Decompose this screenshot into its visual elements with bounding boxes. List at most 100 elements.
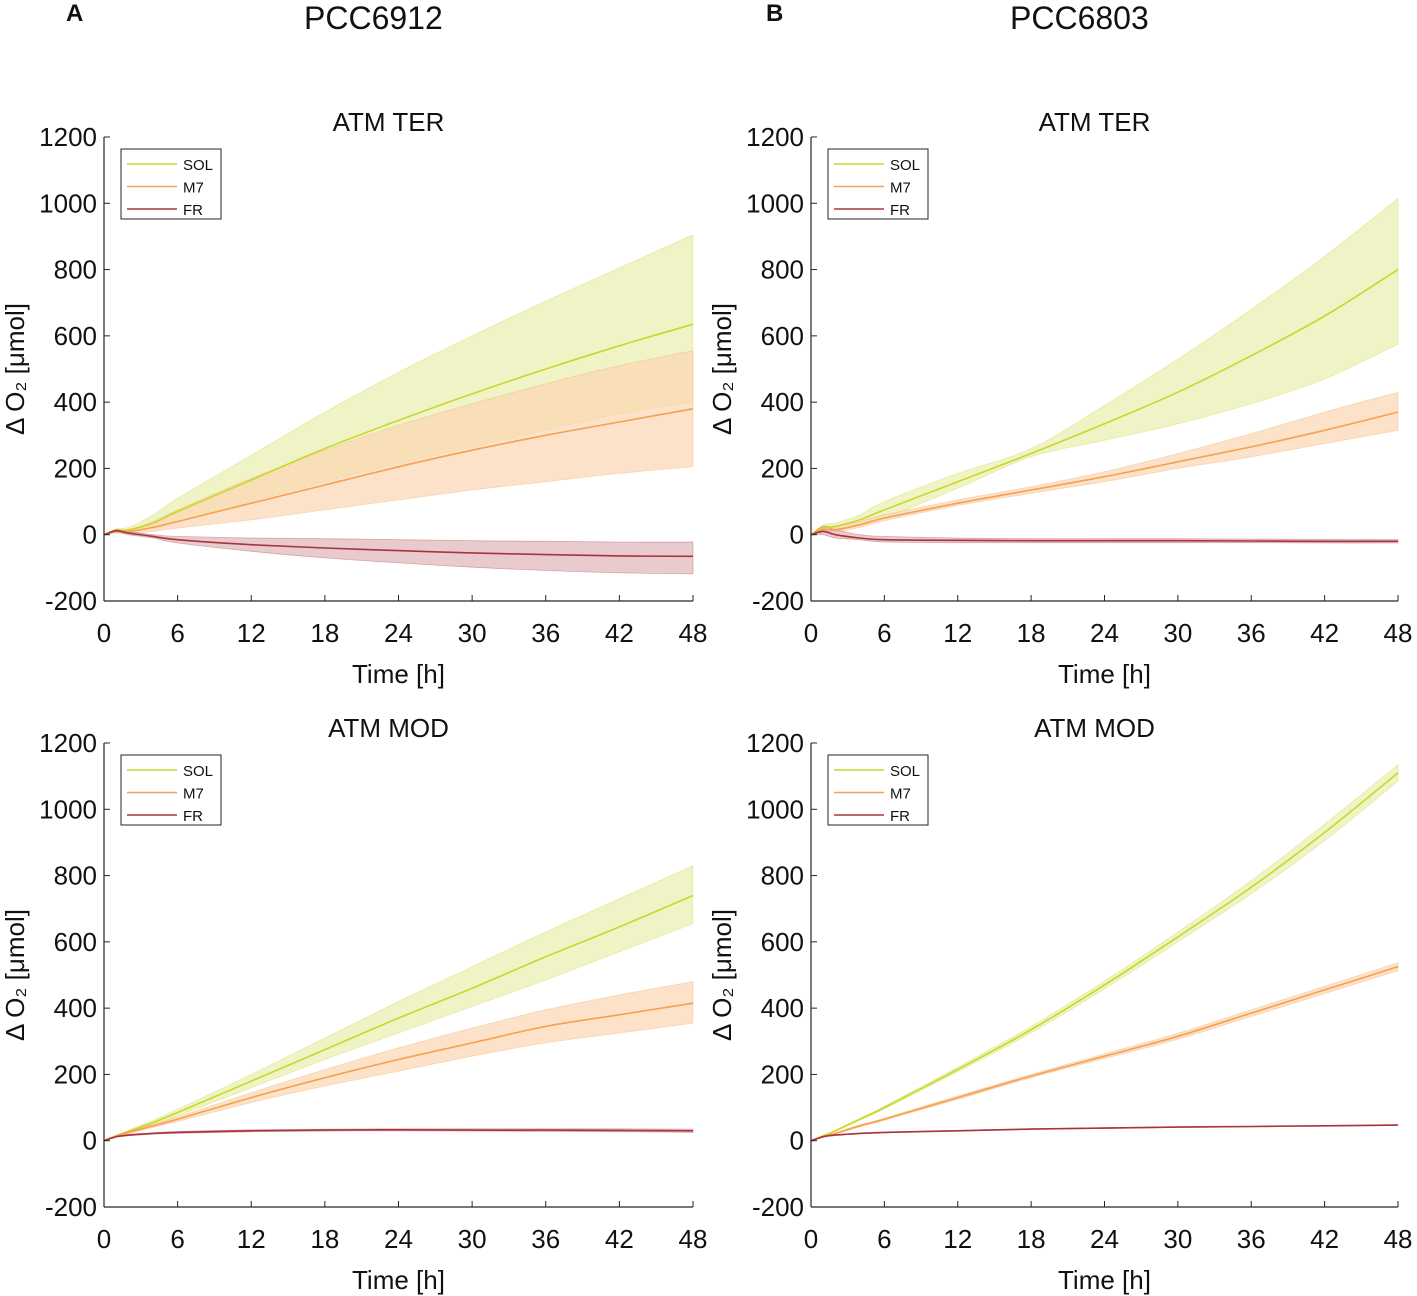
legend-label-sol: SOL xyxy=(890,763,920,780)
x-tick-label: 36 xyxy=(1237,1224,1266,1254)
series-line-m7 xyxy=(103,1002,694,1142)
y-axis-label: Δ O₂ [μmol] xyxy=(707,303,737,435)
x-tick-label: 12 xyxy=(237,618,266,648)
x-tick-label: 36 xyxy=(531,1224,560,1254)
band-m7 xyxy=(103,981,694,1142)
chart-panel-3: 0 6 12 18 24 30 36 42 48-20002004006008001000120… xyxy=(0,713,707,1295)
x-tick-label: 0 xyxy=(97,618,111,648)
legend-label-m7: M7 xyxy=(183,180,204,197)
y-tick-label: 1200 xyxy=(746,122,804,152)
y-tick-label: 200 xyxy=(761,453,804,483)
y-tick-label: 600 xyxy=(54,321,97,351)
legend-label-sol: SOL xyxy=(183,157,213,174)
series-line-m7 xyxy=(810,965,1399,1142)
legend-label-sol: SOL xyxy=(183,763,213,780)
y-tick-label: 1000 xyxy=(746,188,804,218)
x-tick-label: 24 xyxy=(1090,618,1119,648)
y-tick-label: -200 xyxy=(45,1192,97,1222)
x-tick-label: 42 xyxy=(1310,1224,1339,1254)
y-tick-label: 800 xyxy=(761,861,804,891)
legend-label-sol: SOL xyxy=(890,157,920,174)
y-tick-label: 0 xyxy=(83,520,97,550)
legend-label-fr: FR xyxy=(890,202,910,219)
y-tick-label: 1000 xyxy=(746,794,804,824)
x-tick-label: 18 xyxy=(310,1224,339,1254)
y-tick-label: 0 xyxy=(83,1126,97,1156)
x-axis-label: Time [h] xyxy=(352,659,445,689)
x-tick-label: 12 xyxy=(943,1224,972,1254)
y-axis-label: Δ O₂ [μmol] xyxy=(707,909,737,1041)
legend-label-m7: M7 xyxy=(890,180,911,197)
y-tick-label: 400 xyxy=(761,993,804,1023)
chart-title: ATM TER xyxy=(1039,107,1151,137)
chart-panel-2: 0 6 12 18 24 30 36 42 48-20002004006008001000120… xyxy=(707,107,1412,689)
x-axis-label: Time [h] xyxy=(1058,1265,1151,1295)
column-title-pcc6803: PCC6803 xyxy=(1010,0,1149,36)
legend-label-fr: FR xyxy=(890,808,910,825)
series-line-m7 xyxy=(810,411,1399,536)
series-line-fr xyxy=(810,530,1399,543)
x-tick-label: 48 xyxy=(679,618,708,648)
y-tick-label: 400 xyxy=(761,387,804,417)
y-tick-label: 600 xyxy=(761,321,804,351)
y-axis-label: Δ O₂ [μmol] xyxy=(0,303,30,435)
series-line-sol xyxy=(810,268,1399,536)
y-tick-label: 600 xyxy=(761,927,804,957)
y-tick-label: 1200 xyxy=(746,728,804,758)
x-tick-label: 6 xyxy=(170,618,184,648)
y-tick-label: 600 xyxy=(54,927,97,957)
y-tick-label: 200 xyxy=(54,453,97,483)
panel-label-a: A xyxy=(66,0,84,27)
x-tick-label: 30 xyxy=(1163,618,1192,648)
chart-panel-1: 0 6 12 18 24 30 36 42 48-20002004006008001000120… xyxy=(0,107,707,689)
y-tick-label: 800 xyxy=(54,255,97,285)
y-tick-label: 200 xyxy=(54,1059,97,1089)
y-tick-label: -200 xyxy=(752,586,804,616)
legend-box xyxy=(120,148,222,220)
legend-box xyxy=(827,148,929,220)
y-tick-label: 1000 xyxy=(39,794,97,824)
x-tick-label: 30 xyxy=(458,618,487,648)
x-tick-label: 0 xyxy=(804,618,818,648)
y-tick-label: -200 xyxy=(45,586,97,616)
x-tick-label: 6 xyxy=(877,1224,891,1254)
y-tick-label: 0 xyxy=(790,1126,804,1156)
x-tick-label: 36 xyxy=(1237,618,1266,648)
panel-label-b: B xyxy=(766,0,784,27)
series-line-fr xyxy=(103,1128,694,1142)
series-line-m7 xyxy=(103,408,694,536)
y-tick-label: 1200 xyxy=(39,728,97,758)
chart-panel-4: 0 6 12 18 24 30 36 42 48-20002004006008001000120… xyxy=(707,713,1412,1295)
band-m7 xyxy=(810,391,1399,536)
x-tick-label: 42 xyxy=(605,1224,634,1254)
x-tick-label: 36 xyxy=(531,618,560,648)
x-tick-label: 48 xyxy=(1384,1224,1413,1254)
x-tick-label: 18 xyxy=(1017,618,1046,648)
y-tick-label: 800 xyxy=(54,861,97,891)
y-tick-label: 800 xyxy=(761,255,804,285)
x-tick-label: 30 xyxy=(458,1224,487,1254)
legend-label-m7: M7 xyxy=(183,786,204,803)
x-tick-label: 0 xyxy=(804,1224,818,1254)
x-tick-label: 42 xyxy=(1310,618,1339,648)
x-tick-label: 6 xyxy=(877,618,891,648)
y-tick-label: 400 xyxy=(54,993,97,1023)
series-line-sol xyxy=(810,772,1399,1142)
series-line-fr xyxy=(810,1124,1399,1142)
legend-label-fr: FR xyxy=(183,202,203,219)
series-line-fr xyxy=(103,529,694,558)
band-fr xyxy=(103,529,694,575)
chart-title: ATM MOD xyxy=(1034,713,1155,743)
legend-label-fr: FR xyxy=(183,808,203,825)
x-tick-label: 12 xyxy=(237,1224,266,1254)
y-tick-label: -200 xyxy=(752,1192,804,1222)
legend-label-m7: M7 xyxy=(890,786,911,803)
y-tick-label: 1200 xyxy=(39,122,97,152)
x-tick-label: 12 xyxy=(943,618,972,648)
x-tick-label: 24 xyxy=(384,618,413,648)
x-tick-label: 48 xyxy=(1384,618,1413,648)
y-tick-label: 400 xyxy=(54,387,97,417)
x-tick-label: 0 xyxy=(97,1224,111,1254)
x-tick-label: 24 xyxy=(1090,1224,1119,1254)
